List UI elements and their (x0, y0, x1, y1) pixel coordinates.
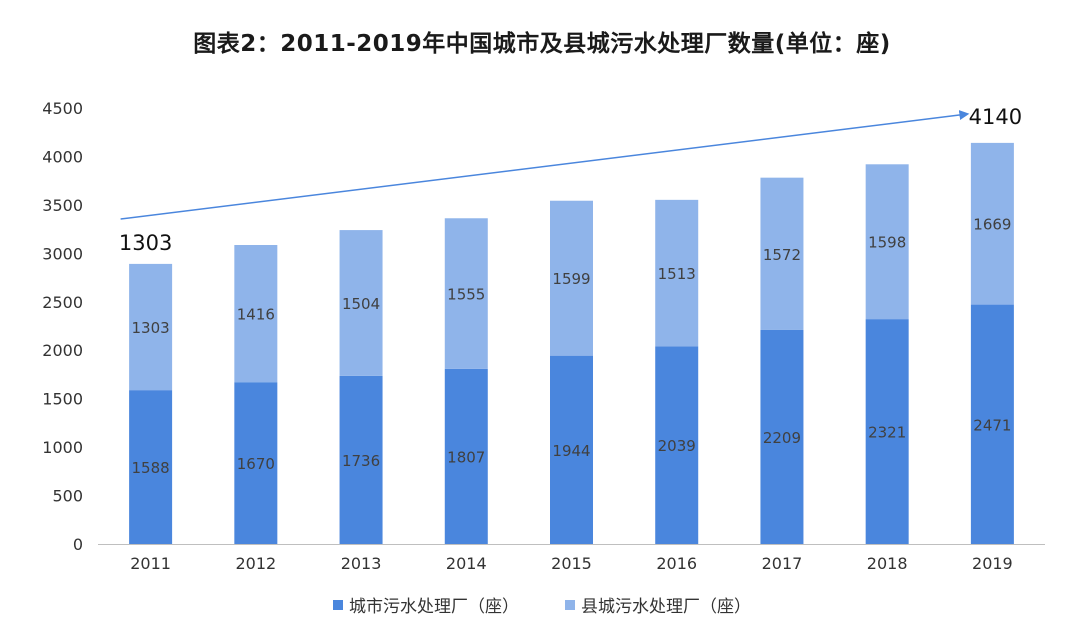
data-label-city: 2321 (868, 424, 906, 442)
x-tick-label: 2013 (341, 554, 382, 573)
x-tick-label: 2012 (235, 554, 276, 573)
data-label-city: 1588 (132, 459, 170, 477)
data-label-county: 1303 (132, 319, 170, 337)
data-label-city: 2471 (973, 416, 1011, 434)
bar-city (550, 355, 593, 544)
data-label-county: 1513 (658, 265, 696, 283)
bar-county (234, 245, 278, 383)
legend-swatch-city (333, 599, 343, 610)
data-label-city: 1944 (552, 442, 590, 460)
data-label-county: 1416 (237, 306, 275, 324)
data-label-county: 1555 (447, 286, 485, 304)
data-label-county: 1599 (552, 270, 590, 288)
y-tick-label: 500 (52, 487, 83, 506)
data-label-county: 1572 (763, 246, 801, 264)
bar-county (760, 177, 804, 330)
bar-county (970, 142, 1014, 305)
bar-city (234, 382, 278, 544)
bar-city (655, 346, 699, 544)
data-label-city: 1807 (447, 448, 485, 466)
data-label-city: 2209 (763, 429, 801, 447)
y-tick-label: 0 (73, 535, 83, 554)
bar-county (339, 230, 383, 376)
x-tick-label: 2015 (551, 554, 592, 573)
data-label-city: 2039 (658, 437, 696, 455)
annotation-end-label: 4140 (969, 105, 1022, 129)
y-tick-label: 2500 (42, 293, 83, 312)
bar-city (970, 304, 1014, 544)
data-label-county: 1504 (342, 295, 380, 313)
legend: 城市污水处理厂（座） 县城污水处理厂（座） (0, 592, 1084, 617)
legend-label-county: 县城污水处理厂（座） (581, 597, 751, 617)
data-label-city: 1736 (342, 452, 380, 470)
legend-label-city: 城市污水处理厂（座） (349, 597, 519, 617)
x-tick-label: 2019 (972, 554, 1013, 573)
bar-city (865, 319, 909, 544)
bar-city (129, 390, 173, 544)
x-tick-label: 2014 (446, 554, 487, 573)
y-tick-label: 4500 (42, 99, 83, 118)
bar-county (444, 218, 488, 369)
y-tick-label: 3000 (42, 244, 83, 263)
data-label-city: 1670 (237, 455, 275, 473)
bar-city (339, 375, 383, 544)
legend-swatch-county (565, 599, 575, 610)
y-tick-label: 2000 (42, 341, 83, 360)
x-tick-label: 2011 (130, 554, 171, 573)
bar-county (129, 263, 173, 391)
bar-county (655, 199, 699, 347)
legend-item-county: 县城污水处理厂（座） (565, 592, 751, 617)
data-label-county: 1669 (973, 216, 1011, 234)
x-tick-label: 2018 (867, 554, 908, 573)
bar-county (550, 200, 593, 356)
y-tick-label: 3500 (42, 196, 83, 215)
bar-city (760, 329, 804, 544)
legend-item-city: 城市污水处理厂（座） (333, 592, 519, 617)
y-tick-label: 1000 (42, 438, 83, 457)
chart-title: 图表2：2011-2019年中国城市及县城污水处理厂数量(单位：座) (193, 31, 891, 57)
annotation-start-label: 1303 (119, 231, 172, 255)
y-tick-label: 4000 (42, 147, 83, 166)
trend-arrow (120, 110, 970, 220)
data-label-county: 1598 (868, 234, 906, 252)
y-tick-label: 1500 (42, 390, 83, 409)
x-tick-label: 2017 (762, 554, 803, 573)
bar-county (865, 164, 909, 320)
x-tick-label: 2016 (656, 554, 697, 573)
bar-city (444, 368, 488, 544)
